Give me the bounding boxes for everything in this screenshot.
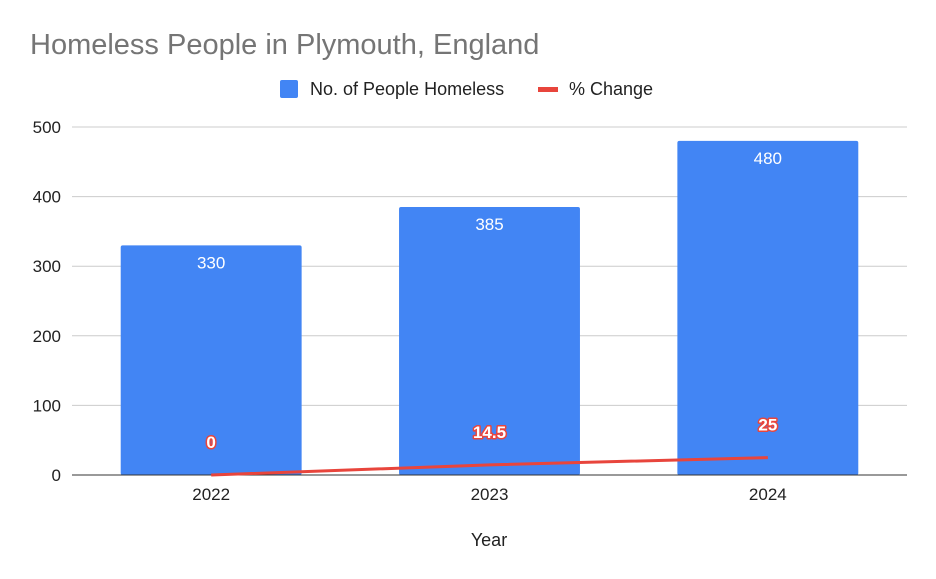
bar: [120, 245, 302, 475]
bar-value-label: 385: [475, 215, 503, 234]
line-value-label: 0: [206, 433, 215, 452]
bar: [677, 140, 859, 476]
legend-swatch-line: [538, 87, 558, 92]
legend-label-line: % Change: [569, 79, 653, 99]
x-tick-label: 2024: [749, 485, 787, 504]
x-axis-ticks: 2022 2023 2024: [192, 485, 786, 504]
percent-change-series-line: [211, 456, 768, 477]
line-value-label: 25: [758, 416, 777, 435]
legend-swatch-bars: [280, 80, 298, 98]
y-tick-label: 0: [52, 466, 61, 485]
line-data-labels: 0 14.5 25: [205, 414, 779, 453]
legend: No. of People Homeless % Change: [280, 79, 653, 99]
bars: [120, 140, 859, 476]
y-tick-label: 500: [33, 118, 61, 137]
y-axis-ticks: 0 100 200 300 400 500: [33, 118, 61, 485]
percent-change-line: [211, 456, 768, 477]
x-axis-title: Year: [471, 530, 507, 550]
x-tick-label: 2022: [192, 485, 230, 504]
chart-title: Homeless People in Plymouth, England: [30, 29, 539, 61]
line-value-label: 14.5: [473, 423, 506, 442]
y-tick-label: 400: [33, 188, 61, 207]
legend-label-bars: No. of People Homeless: [310, 79, 504, 99]
bar-value-label: 480: [754, 149, 782, 168]
bar: [399, 207, 580, 476]
x-tick-label: 2023: [471, 485, 509, 504]
bar-value-label: 330: [197, 253, 225, 272]
y-tick-label: 300: [33, 257, 61, 276]
bar-data-labels: 330 385 480: [197, 149, 782, 272]
y-tick-label: 100: [33, 396, 61, 415]
y-tick-label: 200: [33, 327, 61, 346]
